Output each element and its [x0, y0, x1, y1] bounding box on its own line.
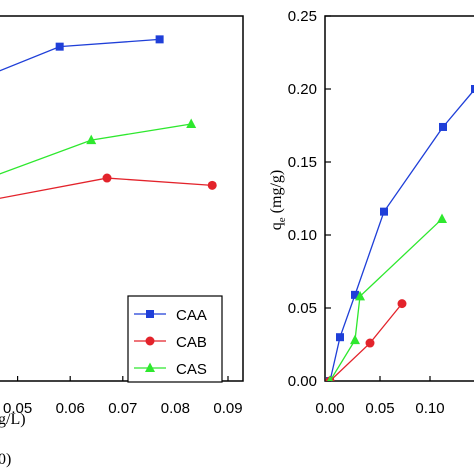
left-x-ticks: 0.05 0.06 0.07 0.08 0.09 [3, 376, 243, 417]
data-point [439, 122, 447, 131]
right-chart-panel: 0.00 0.05 0.10 0.15 0.20 0.25 0.00 0.05 0.10 qe (… [268, 8, 474, 417]
x-tick-label: 0.05 [365, 400, 394, 417]
data-point [437, 213, 447, 223]
series-line [0, 123, 192, 175]
left-x-axis-title-second-line: 0) [0, 451, 11, 468]
legend-box [127, 295, 223, 383]
data-point [355, 290, 365, 301]
data-point [55, 42, 64, 51]
y-axis-title-q: q [268, 222, 285, 230]
data-point [207, 180, 217, 190]
series-line [329, 89, 474, 381]
data-point [350, 334, 360, 345]
y-tick-label: 0.25 [288, 8, 317, 25]
series-line [329, 218, 443, 381]
y-tick-label: 0.15 [288, 154, 317, 171]
right-plot-frame [324, 15, 474, 382]
y-axis-title-subscript: e [276, 217, 288, 222]
data-point [471, 85, 474, 93]
series-cab [0, 173, 217, 199]
y-tick-label: 0.20 [288, 81, 317, 98]
series-cab [325, 299, 407, 381]
data-point [186, 118, 197, 129]
y-tick-label: 0.05 [288, 300, 317, 317]
y-axis-title-unit: (mg/g) [268, 170, 285, 214]
x-tick-label: 0.10 [415, 400, 444, 417]
data-point [86, 134, 97, 145]
legend-item-cab: CAB [134, 334, 207, 351]
series-cas [0, 118, 197, 175]
x-tick-label: 0.00 [315, 400, 344, 417]
series-cas [327, 213, 447, 381]
data-point [397, 299, 407, 309]
data-point [365, 338, 375, 348]
legend-label: CAA [176, 307, 207, 324]
legend-label: CAS [176, 361, 207, 378]
left-legend: CAA CAB CAS [127, 295, 223, 383]
legend-item-cas: CAS [134, 361, 207, 378]
data-point [327, 375, 333, 381]
left-x-axis-title: g/L) [0, 411, 26, 428]
data-point [351, 290, 359, 299]
legend-marker [145, 336, 155, 346]
legend-item-caa: CAA [134, 307, 207, 324]
data-point [102, 173, 112, 183]
x-tick-label: 0.06 [56, 400, 85, 417]
series-caa [326, 85, 474, 381]
y-tick-label: 0.00 [288, 373, 317, 390]
left-plot-frame [0, 15, 244, 382]
series-line [0, 38, 160, 72]
legend-marker [145, 362, 155, 372]
x-tick-label: 0.09 [213, 400, 242, 417]
left-series-group [0, 35, 217, 199]
series-caa [0, 35, 164, 72]
left-chart-panel: 0.05 0.06 0.07 0.08 0.09 CAA CAB CAS g/L) 0) [0, 15, 244, 468]
legend-items: CAA CAB CAS [134, 307, 207, 378]
data-point [380, 207, 388, 216]
data-point [336, 333, 344, 342]
data-point [155, 35, 164, 44]
x-tick-label: 0.05 [3, 400, 32, 417]
y-tick-label: 0.10 [288, 227, 317, 244]
legend-label: CAB [176, 334, 207, 351]
right-axis-ticks: 0.00 0.05 0.10 0.15 0.20 0.25 0.00 0.05 0.10 [288, 8, 445, 417]
right-y-axis-title: qe (mg/g) [268, 170, 288, 230]
right-series-group [325, 85, 474, 381]
x-tick-label: 0.07 [108, 400, 137, 417]
legend-marker [146, 310, 154, 318]
x-tick-label: 0.08 [161, 400, 190, 417]
